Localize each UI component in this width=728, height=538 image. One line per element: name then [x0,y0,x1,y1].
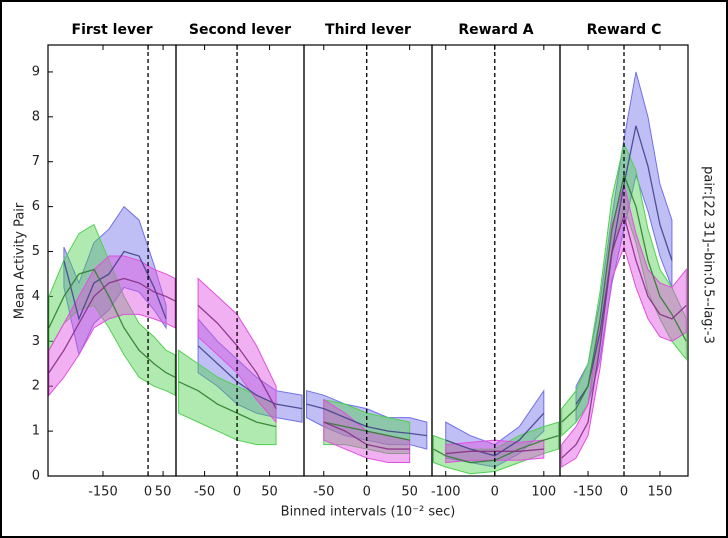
x-tick-label: 150 [648,485,673,500]
y-tick-label: 3 [32,334,40,349]
mean-line [197,345,303,410]
x-tick-label: 0 [620,485,628,500]
panel-title: Reward A [458,22,533,38]
error-band [48,255,176,397]
mean-line [63,250,167,321]
side-label: pair:[22 31]--bin:0.5--lag:-3 [701,166,716,344]
y-tick-label: 7 [32,154,40,169]
x-tick-label: -150 [573,485,603,500]
x-tick-label: 0 [491,485,499,500]
mean-line [48,268,176,378]
y-tick-label: 2 [32,379,40,394]
mean-line [178,381,277,428]
mean-line [575,125,673,405]
y-tick-label: 4 [32,289,40,304]
x-tick-label: -50 [194,485,215,500]
mean-line [445,412,545,457]
panel-frame [559,44,689,477]
x-tick-label: 50 [401,485,418,500]
x-tick-label: 0 [233,485,241,500]
x-axis-label: Binned intervals (10⁻² sec) [281,505,456,520]
error-band [178,349,277,446]
x-tick-label: -150 [88,485,118,500]
x-tick-label: 100 [531,485,556,500]
mean-line [561,172,687,423]
x-tick-label: 50 [155,485,172,500]
y-tick-label: 6 [32,199,40,214]
panel-title: First lever [72,22,153,38]
x-tick-label: -50 [313,485,334,500]
x-tick-label: 0 [144,485,152,500]
error-band [197,277,277,424]
y-tick-label: 9 [32,64,40,79]
panel-title: Reward C [587,22,662,38]
x-tick-label: 0 [363,485,371,500]
mean-line [48,277,176,374]
y-tick-label: 5 [32,244,40,259]
mean-line [197,304,277,409]
y-axis-label: Mean Activity Pair [13,202,28,319]
y-tick-label: 1 [32,424,40,439]
y-tick-label: 8 [32,109,40,124]
y-tick-label: 0 [32,469,40,484]
panel-title: Second lever [189,22,291,38]
x-tick-label: 50 [261,485,278,500]
panel-title: Third lever [325,22,411,38]
x-tick-label: -100 [431,485,461,500]
